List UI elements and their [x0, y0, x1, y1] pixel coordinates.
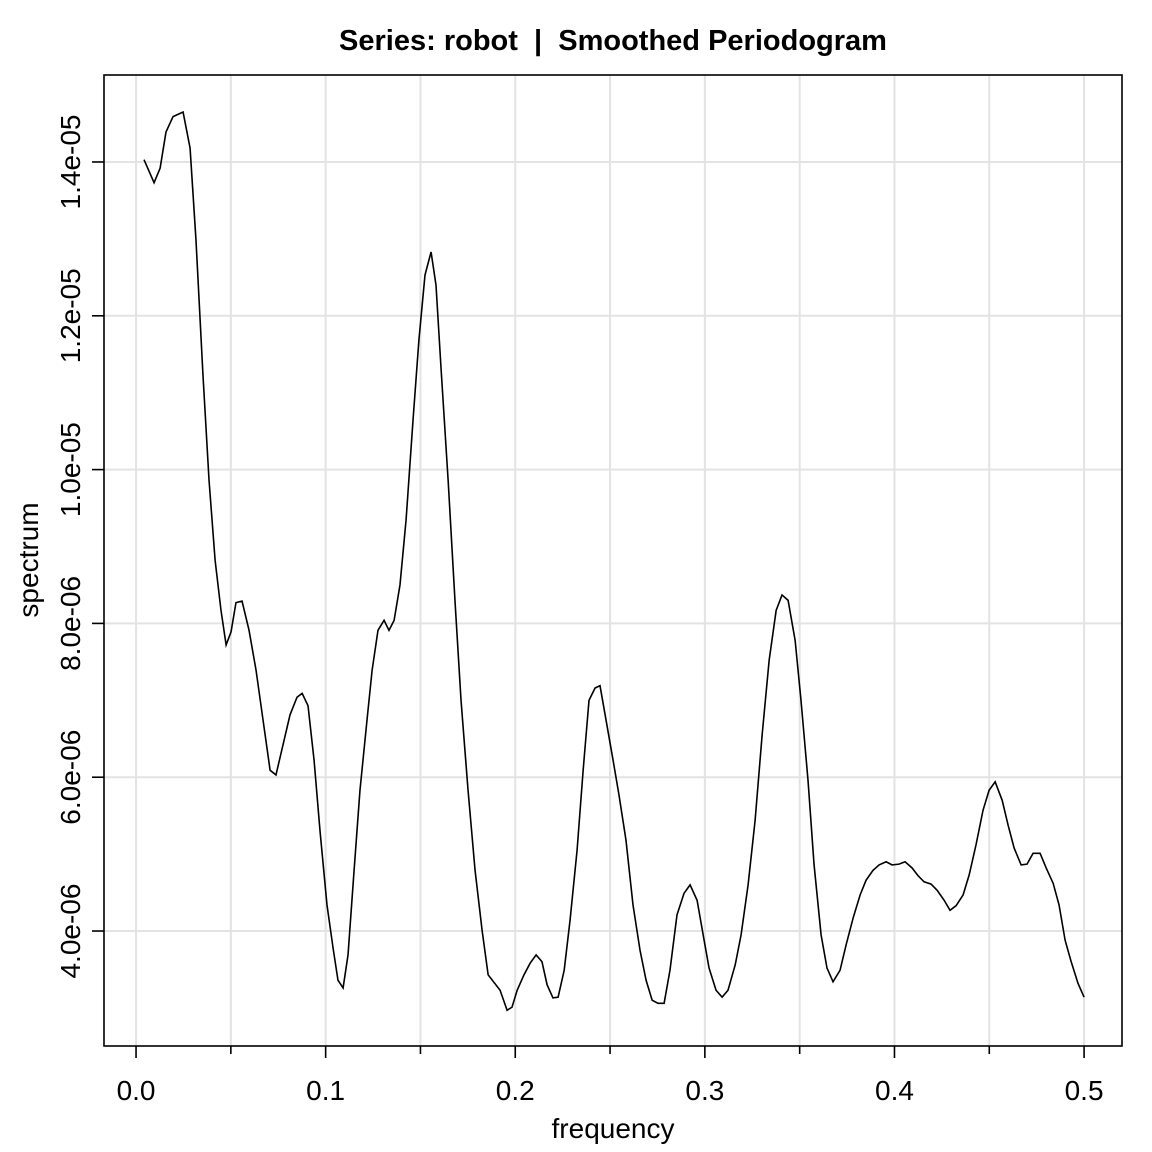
y-tick-label: 1.0e-05: [55, 422, 86, 517]
x-tick-label: 0.0: [117, 1075, 156, 1106]
x-axis-label: frequency: [552, 1113, 675, 1144]
y-axis-label: spectrum: [13, 502, 44, 617]
spectrum-line: [143, 110, 1085, 1012]
y-tick-label: 8.0e-06: [55, 576, 86, 671]
x-tick-label: 0.5: [1065, 1075, 1104, 1106]
chart-title: Series: robot | Smoothed Periodogram: [339, 25, 887, 57]
y-tick-label: 6.0e-06: [55, 730, 86, 825]
x-tick-label: 0.4: [875, 1075, 914, 1106]
x-tick-label: 0.2: [496, 1075, 535, 1106]
plot-frame: [103, 74, 1123, 1047]
y-tick-label: 1.4e-05: [55, 114, 86, 209]
x-tick-label: 0.3: [685, 1075, 724, 1106]
y-tick-label: 1.2e-05: [55, 268, 86, 363]
y-tick-label: 4.0e-06: [55, 884, 86, 979]
x-tick-label: 0.1: [306, 1075, 345, 1106]
